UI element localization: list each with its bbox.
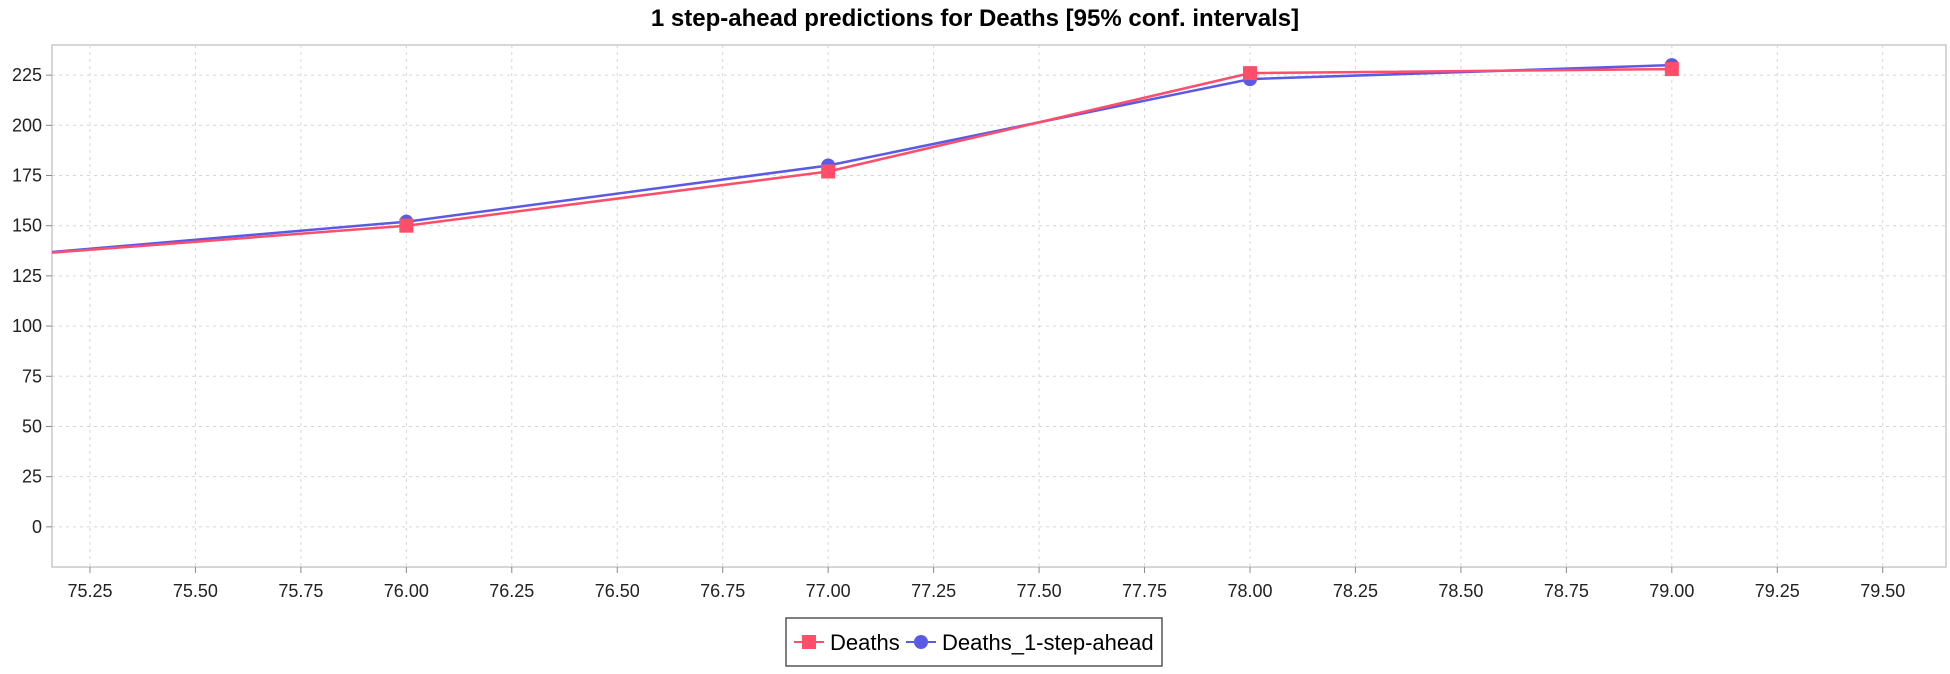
- grid: [52, 45, 1946, 567]
- y-tick-label: 75: [22, 366, 42, 386]
- data-point-deaths: [821, 164, 836, 179]
- x-tick-label: 77.00: [806, 581, 851, 601]
- x-tick-label: 76.75: [700, 581, 745, 601]
- legend-item-deaths: Deaths: [794, 630, 900, 655]
- legend-marker-circle: [914, 635, 928, 649]
- x-tick-label: 79.25: [1755, 581, 1800, 601]
- x-tick-label: 78.25: [1333, 581, 1378, 601]
- x-tick-label: 75.50: [173, 581, 218, 601]
- data-point-deaths: [399, 218, 414, 233]
- x-axis-ticks: 75.25 75.50 75.75 76.00 76.25 76.50 76.75 77.00…: [67, 567, 1905, 601]
- x-tick-label: 79.50: [1860, 581, 1905, 601]
- plot-area: [51, 44, 1947, 568]
- x-tick-label: 75.25: [67, 581, 112, 601]
- y-tick-label: 100: [12, 316, 42, 336]
- x-tick-label: 75.75: [278, 581, 323, 601]
- x-tick-label: 76.50: [595, 581, 640, 601]
- y-tick-label: 0: [32, 517, 42, 537]
- data-point-deaths: [1242, 66, 1257, 81]
- x-tick-label: 78.50: [1438, 581, 1483, 601]
- legend-label-deaths-1-step-ahead: Deaths_1-step-ahead: [942, 630, 1154, 655]
- y-tick-label: 200: [12, 115, 42, 135]
- y-tick-label: 175: [12, 166, 42, 186]
- x-tick-label: 77.25: [911, 581, 956, 601]
- legend-marker-square: [802, 635, 816, 649]
- series-area: [52, 58, 1679, 254]
- y-tick-label: 150: [12, 216, 42, 236]
- x-tick-label: 78.75: [1544, 581, 1589, 601]
- legend-box: [785, 617, 1163, 667]
- legend-item-deaths-1-step-ahead: Deaths_1-step-ahead: [906, 630, 1154, 655]
- legend-label-deaths: Deaths: [830, 630, 900, 655]
- x-tick-label: 78.00: [1227, 581, 1272, 601]
- data-point-deaths: [1664, 62, 1679, 77]
- x-tick-label: 76.25: [489, 581, 534, 601]
- chart-title: 1 step-ahead predictions for Deaths [95%…: [651, 5, 1299, 32]
- y-tick-label: 50: [22, 416, 42, 436]
- legend: Deaths Deaths_1-step-ahead: [785, 617, 1163, 667]
- y-tick-label: 225: [12, 65, 42, 85]
- y-tick-label: 125: [12, 266, 42, 286]
- x-tick-label: 76.00: [384, 581, 429, 601]
- y-axis-ticks: 0 25 50 75 100 125 150 175 200 225: [12, 65, 52, 537]
- y-tick-label: 25: [22, 467, 42, 487]
- x-tick-label: 79.00: [1649, 581, 1694, 601]
- x-tick-label: 77.50: [1017, 581, 1062, 601]
- x-tick-label: 77.75: [1122, 581, 1167, 601]
